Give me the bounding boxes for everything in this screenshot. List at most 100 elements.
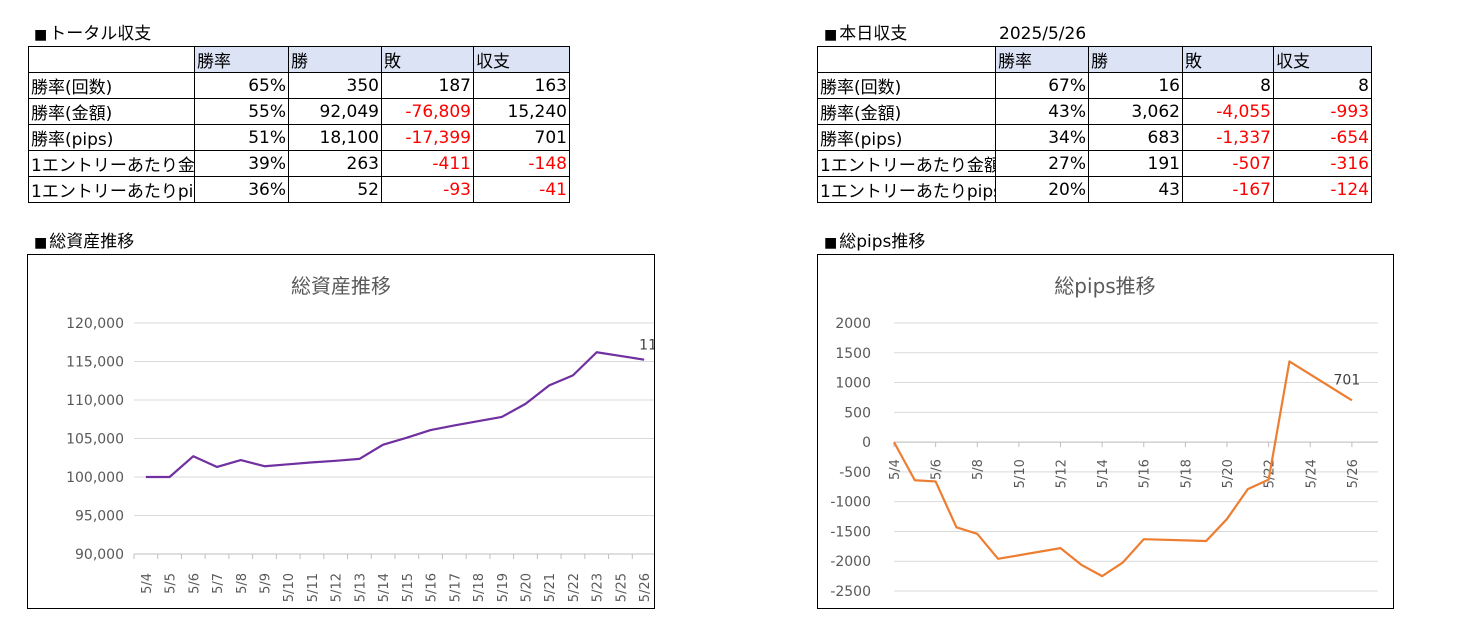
x-tick-label: 5/22 bbox=[567, 573, 582, 602]
x-tick-label: 5/6 bbox=[187, 573, 202, 594]
x-tick-label: 5/11 bbox=[306, 573, 321, 602]
x-tick-label: 5/14 bbox=[377, 573, 392, 602]
series-line bbox=[145, 351, 645, 479]
x-tick-label: 5/20 bbox=[520, 573, 535, 602]
section-title-text: 本日収支 bbox=[839, 24, 908, 44]
cell-win: 683 bbox=[1088, 124, 1183, 151]
row-label: 勝率(金額) bbox=[28, 98, 195, 125]
cell-loss: -167 bbox=[1182, 176, 1274, 203]
cell-loss: -17,399 bbox=[381, 124, 474, 151]
x-tick-label: 5/8 bbox=[971, 459, 986, 480]
cell-win: 52 bbox=[288, 176, 382, 203]
header-cell-blank bbox=[817, 46, 996, 73]
y-tick-label: 1000 bbox=[835, 376, 871, 392]
x-tick-label: 5/21 bbox=[543, 573, 558, 602]
cell-loss: 187 bbox=[381, 72, 474, 99]
table-row: 1エントリーあたりpips36%52-93-41 bbox=[28, 176, 570, 203]
cell-pnl: -654 bbox=[1273, 124, 1372, 151]
cell-win: 3,062 bbox=[1088, 98, 1183, 125]
cell-win-rate: 65% bbox=[194, 72, 289, 99]
table-row: 勝率(金額) 55% 92,049 -76,809 15,240 bbox=[28, 98, 570, 125]
end-data-label: 115,240 bbox=[639, 338, 654, 354]
header-cell-pnl: 収支 bbox=[1273, 46, 1372, 73]
x-tick-label: 5/15 bbox=[401, 573, 416, 602]
x-tick-label: 5/4 bbox=[140, 573, 155, 594]
x-tick-label: 5/24 bbox=[1304, 459, 1319, 488]
y-tick-label: 115,000 bbox=[66, 355, 124, 371]
row-label: 勝率(回数) bbox=[28, 72, 195, 99]
end-data-label: 701 bbox=[1334, 372, 1361, 388]
section-marker-icon: ■ bbox=[34, 27, 48, 43]
table-row: 1エントリーあたり金額 39% 263 -411 -148 bbox=[28, 150, 570, 177]
y-tick-label: 0 bbox=[862, 435, 871, 451]
assets-section-title: ■ 総資産推移 bbox=[34, 231, 134, 254]
table-header-row: 勝率 勝 敗 収支 bbox=[28, 46, 570, 73]
cell-win-rate: 34% bbox=[995, 124, 1089, 151]
y-tick-label: -500 bbox=[839, 465, 871, 481]
row-label: 勝率(pips) bbox=[817, 124, 996, 151]
row-label: 1エントリーあたり金額 bbox=[28, 150, 195, 177]
cell-win-rate: 27% bbox=[995, 150, 1089, 177]
section-title-text: 総資産推移 bbox=[49, 232, 135, 252]
x-tick-label: 5/16 bbox=[425, 573, 440, 602]
section-title-text: トータル収支 bbox=[49, 24, 152, 44]
y-tick-label: 95,000 bbox=[75, 509, 124, 525]
x-tick-label: 5/4 bbox=[888, 459, 903, 480]
today-pnl-section-title: ■ 本日収支 bbox=[824, 23, 907, 46]
cell-pnl: -993 bbox=[1273, 98, 1372, 125]
total-pnl-table: 勝率 勝 敗 収支 勝率(回数) 65% 350 187 163 勝率(金額) 55% 92,… bbox=[28, 46, 570, 203]
cell-win: 191 bbox=[1088, 150, 1183, 177]
table-row: 勝率(pips) 34% 683 -1,337 -654 bbox=[817, 124, 1372, 151]
chart-title: 総pips推移 bbox=[1054, 274, 1155, 298]
row-label: 勝率(pips) bbox=[28, 124, 195, 151]
section-marker-icon: ■ bbox=[824, 27, 838, 43]
header-cell-win-rate: 勝率 bbox=[995, 46, 1089, 73]
row-label: 1エントリーあたりpips bbox=[28, 176, 195, 203]
header-cell-blank bbox=[28, 46, 195, 73]
x-tick-label: 5/12 bbox=[1055, 459, 1070, 488]
x-tick-label: 5/5 bbox=[164, 573, 179, 594]
assets-chart-svg: 総資産推移 120,000 115,000 110,000 105,000 100,000… bbox=[66, 274, 654, 602]
x-tick-label: 5/8 bbox=[235, 573, 250, 594]
cell-win-rate: 51% bbox=[194, 124, 289, 151]
table-row: 勝率(回数) 65% 350 187 163 bbox=[28, 72, 570, 99]
table-row: 勝率(pips) 51% 18,100 -17,399 701 bbox=[28, 124, 570, 151]
x-tick-label: 5/18 bbox=[472, 573, 487, 602]
row-label: 勝率(回数) bbox=[817, 72, 996, 99]
table-row: 勝率(金額) 43% 3,062 -4,055 -993 bbox=[817, 98, 1372, 125]
x-tick-label: 5/10 bbox=[282, 573, 297, 602]
x-tick-label: 5/9 bbox=[259, 573, 274, 594]
cell-loss: -411 bbox=[381, 150, 474, 177]
chart-title: 総資産推移 bbox=[291, 274, 391, 298]
y-tick-label: 1500 bbox=[835, 346, 871, 362]
assets-chart: 総資産推移 120,000 115,000 110,000 105,000 100,000… bbox=[27, 254, 655, 609]
cell-win: 16 bbox=[1088, 72, 1183, 99]
y-tick-label: -1000 bbox=[830, 495, 871, 511]
series-line bbox=[893, 360, 1353, 578]
x-tick-label: 5/14 bbox=[1096, 459, 1111, 488]
cell-win-rate: 20% bbox=[995, 176, 1089, 203]
pips-chart-svg: 総pips推移 2000 1500 1000 500 0 -500 -1000 -1500 -20… bbox=[830, 274, 1378, 600]
section-marker-icon: ■ bbox=[34, 235, 48, 251]
cell-win: 350 bbox=[288, 72, 382, 99]
cell-win: 92,049 bbox=[288, 98, 382, 125]
cell-pnl: 701 bbox=[473, 124, 570, 151]
row-label: 1エントリーあたりpips bbox=[817, 176, 996, 203]
x-tick-label: 5/13 bbox=[353, 573, 368, 602]
pips-section-title: ■ 総pips推移 bbox=[824, 231, 925, 254]
cell-loss: -1,337 bbox=[1182, 124, 1274, 151]
x-tick-label: 5/18 bbox=[1179, 459, 1194, 488]
x-tick-label: 5/26 bbox=[638, 573, 653, 602]
cell-loss: -93 bbox=[381, 176, 474, 203]
x-tick-label: 5/12 bbox=[330, 573, 345, 602]
row-label: 勝率(金額) bbox=[817, 98, 996, 125]
cell-loss: 8 bbox=[1182, 72, 1274, 99]
today-date: 2025/5/26 bbox=[999, 24, 1087, 44]
table-row: 1エントリーあたりpips 20% 43 -167 -124 bbox=[817, 176, 1372, 203]
cell-pnl: -124 bbox=[1273, 176, 1372, 203]
header-cell-win: 勝 bbox=[1088, 46, 1183, 73]
today-pnl-table: 勝率 勝 敗 収支 勝率(回数) 67% 16 8 8 勝率(金額) 43% 3,062 -4,… bbox=[817, 46, 1372, 203]
y-tick-label: 500 bbox=[844, 405, 871, 421]
y-tick-label: 105,000 bbox=[66, 432, 124, 448]
cell-pnl: -316 bbox=[1273, 150, 1372, 177]
